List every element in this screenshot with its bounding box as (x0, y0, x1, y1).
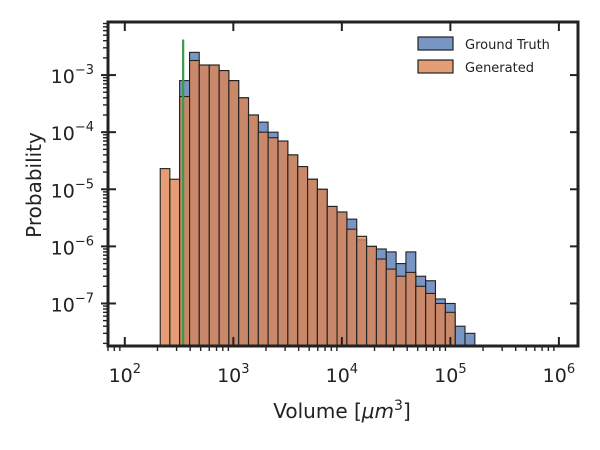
y-axis-label: Probability (22, 132, 46, 238)
y-tick-label: 10−5 (51, 177, 94, 202)
legend: Ground Truth Generated (417, 36, 550, 76)
generated-bar (179, 96, 191, 347)
generated-bar (218, 69, 230, 347)
x-tick-label: 103 (217, 362, 249, 387)
generated-bar (346, 228, 358, 347)
x-tick-labels: 102 103 104 105 106 (109, 362, 576, 387)
generated-bar (326, 205, 338, 347)
generated-bar (385, 268, 397, 347)
legend-swatch-ground-truth (417, 36, 454, 51)
y-tick-label: 10−6 (51, 234, 94, 259)
legend-swatch-generated (417, 59, 454, 74)
x-tick-label: 104 (326, 362, 358, 387)
y-tick-label: 10−4 (51, 120, 94, 145)
generated-bar (405, 271, 417, 347)
generated-bar (189, 59, 200, 347)
legend-label-ground-truth: Ground Truth (465, 38, 550, 53)
y-tick-labels: 10−7 10−6 10−5 10−4 10−3 (51, 63, 94, 316)
generated-bar (169, 178, 181, 347)
x-tick-label: 102 (109, 362, 141, 387)
generated-bar (277, 140, 289, 347)
generated-bar (395, 275, 407, 347)
generated-bar (415, 285, 427, 347)
legend-label-generated: Generated (465, 61, 534, 76)
generated-bar (198, 64, 210, 347)
generated-bars (159, 59, 456, 347)
generated-bar (356, 235, 368, 347)
generated-bar (238, 97, 250, 347)
generated-bar (267, 137, 279, 347)
generated-bar (247, 114, 259, 347)
generated-bar (316, 188, 328, 347)
generated-bar (425, 292, 437, 347)
generated-bar (375, 258, 387, 347)
x-tick-label: 105 (434, 362, 466, 387)
ground-truth-bar (454, 325, 466, 347)
generated-bar (366, 245, 377, 347)
plot-frame (106, 20, 580, 348)
generated-bar (307, 178, 318, 347)
generated-bar (159, 168, 171, 347)
generated-bar (297, 166, 309, 347)
y-tick-label: 10−3 (51, 63, 94, 88)
generated-bar (287, 154, 299, 347)
generated-bar (228, 80, 240, 347)
generated-bar (336, 211, 348, 347)
generated-bar (208, 64, 220, 347)
generated-bar (257, 131, 269, 347)
generated-bar (434, 302, 446, 347)
ground-truth-bar (464, 332, 476, 347)
y-tick-label: 10−7 (51, 291, 94, 316)
x-axis-label: Volume [μm3] (273, 398, 411, 423)
x-tick-label: 106 (543, 362, 575, 387)
